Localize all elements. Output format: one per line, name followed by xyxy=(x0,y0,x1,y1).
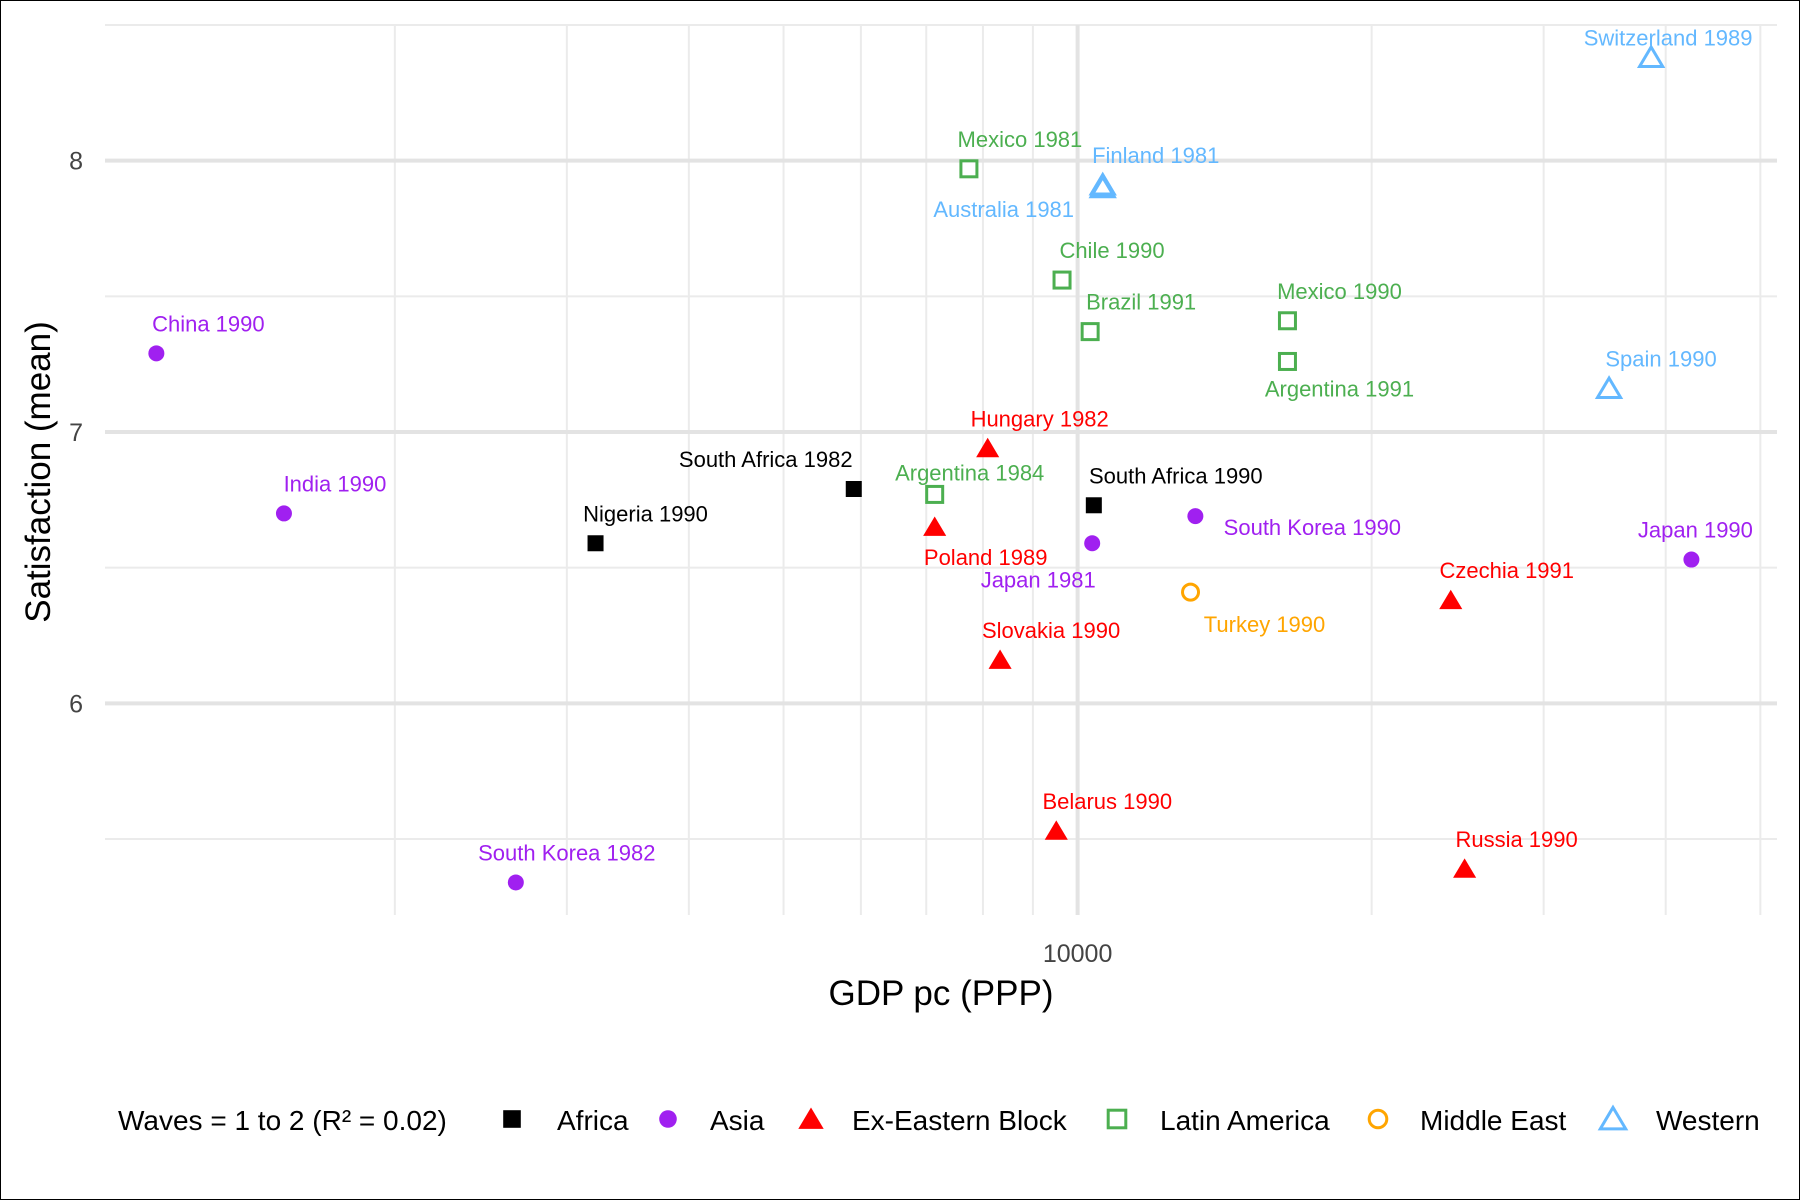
point-label-south-korea-1990: South Korea 1990 xyxy=(1224,515,1401,540)
point-russia-1990 xyxy=(1453,858,1477,878)
point-label-hungary-1982: Hungary 1982 xyxy=(971,406,1109,431)
y-tick-label: 6 xyxy=(69,690,83,718)
point-label-mexico-1990: Mexico 1990 xyxy=(1277,279,1402,304)
legend-label-ex-eastern-block: Ex-Eastern Block xyxy=(852,1105,1068,1136)
y-tick-label: 7 xyxy=(69,419,83,447)
point-label-argentina-1991: Argentina 1991 xyxy=(1265,376,1414,401)
legend-key-middle-east xyxy=(1367,1108,1389,1130)
legend-title: Waves = 1 to 2 (R² = 0.02) xyxy=(118,1105,447,1136)
point-label-finland-1981: Finland 1981 xyxy=(1092,143,1219,168)
legend-label-asia: Asia xyxy=(710,1105,765,1136)
point-label-south-africa-1990: South Africa 1990 xyxy=(1089,463,1263,488)
legend-label-western: Western xyxy=(1656,1105,1760,1136)
x-tick-label: 10000 xyxy=(1043,940,1113,968)
point-argentina-1984 xyxy=(925,484,945,504)
point-china-1990 xyxy=(148,345,165,362)
point-label-slovakia-1990: Slovakia 1990 xyxy=(982,618,1120,643)
point-brazil-1991 xyxy=(1080,322,1100,342)
point-label-south-korea-1982: South Korea 1982 xyxy=(478,840,655,865)
point-label-chile-1990: Chile 1990 xyxy=(1059,238,1164,263)
point-south-korea-1982 xyxy=(507,874,524,891)
axis-tick-labels: 6 7 8 10000 xyxy=(69,148,1112,968)
point-belarus-1990 xyxy=(1044,820,1068,840)
point-label-turkey-1990: Turkey 1990 xyxy=(1204,612,1325,637)
point-label-china-1990: China 1990 xyxy=(152,311,265,336)
point-chile-1990 xyxy=(1052,270,1072,290)
legend-key-latin-america xyxy=(1106,1108,1128,1130)
point-spain-1990 xyxy=(1594,375,1624,400)
point-australia-1981 xyxy=(1088,174,1117,199)
point-turkey-1990 xyxy=(1181,582,1201,602)
point-label-australia-1981: Australia 1981 xyxy=(933,197,1074,222)
point-label-czechia-1991: Czechia 1991 xyxy=(1439,558,1574,583)
point-slovakia-1990 xyxy=(988,649,1012,669)
point-poland-1989 xyxy=(923,516,947,536)
point-label-belarus-1990: Belarus 1990 xyxy=(1042,789,1172,814)
data-points xyxy=(148,44,1700,891)
point-japan-1990 xyxy=(1683,551,1700,568)
point-japan-1981 xyxy=(1084,535,1101,552)
point-hungary-1982 xyxy=(976,437,1000,458)
point-label-russia-1990: Russia 1990 xyxy=(1455,827,1577,852)
legend-key-asia xyxy=(659,1110,677,1128)
point-label-japan-1990: Japan 1990 xyxy=(1638,518,1753,543)
point-czechia-1991 xyxy=(1439,589,1463,610)
legend-label-middle-east: Middle East xyxy=(1420,1105,1567,1136)
point-label-spain-1990: Spain 1990 xyxy=(1605,347,1716,372)
point-label-poland-1989: Poland 1989 xyxy=(924,545,1048,570)
point-south-korea-1990 xyxy=(1187,508,1204,525)
point-label-brazil-1991: Brazil 1991 xyxy=(1086,290,1196,315)
legend-label-africa: Africa xyxy=(557,1105,629,1136)
point-labels: Nigeria 1990 South Africa 1982 South Afric… xyxy=(152,26,1753,866)
point-switzerland-1989 xyxy=(1636,44,1666,68)
point-nigeria-1990 xyxy=(587,535,604,552)
legend-key-ex-eastern-block xyxy=(798,1107,824,1129)
point-south-africa-1990 xyxy=(1085,497,1102,514)
legend: Waves = 1 to 2 (R² = 0.02) Africa Asia Ex-… xyxy=(118,1104,1760,1136)
x-axis-title: GDP pc (PPP) xyxy=(829,974,1054,1013)
point-mexico-1981 xyxy=(959,159,979,179)
major-gridlines xyxy=(105,25,1777,915)
minor-gridlines xyxy=(105,24,1777,915)
legend-key-western xyxy=(1597,1104,1629,1131)
point-label-switzerland-1989: Switzerland 1989 xyxy=(1584,26,1753,51)
y-tick-label: 8 xyxy=(69,148,83,176)
point-label-india-1990: India 1990 xyxy=(284,471,387,496)
legend-label-latin-america: Latin America xyxy=(1160,1105,1330,1136)
point-india-1990 xyxy=(275,505,292,522)
point-mexico-1990 xyxy=(1277,311,1297,331)
point-label-mexico-1981: Mexico 1981 xyxy=(958,127,1083,152)
legend-key-africa xyxy=(503,1110,521,1128)
point-label-japan-1981: Japan 1981 xyxy=(981,567,1096,592)
point-label-south-africa-1982: South Africa 1982 xyxy=(679,447,853,472)
point-south-africa-1982 xyxy=(845,480,862,497)
point-argentina-1991 xyxy=(1277,351,1297,371)
y-axis-title: Satisfaction (mean) xyxy=(19,321,58,623)
point-label-nigeria-1990: Nigeria 1990 xyxy=(583,501,708,526)
point-label-argentina-1984: Argentina 1984 xyxy=(895,460,1044,485)
